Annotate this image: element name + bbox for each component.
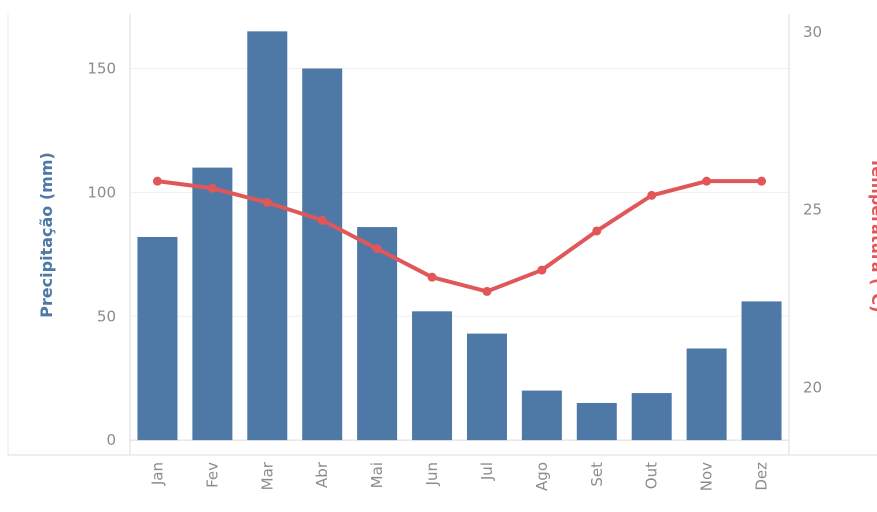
bar-mai [357, 227, 398, 441]
y-left-tick-label: 150 [87, 60, 116, 78]
temperature-point-nov [702, 176, 712, 186]
temperature-point-jul [482, 286, 492, 296]
right-axis-ticks: 20 25 30 [803, 23, 822, 397]
y-left-tick-label: 50 [97, 307, 116, 325]
gridlines [130, 68, 789, 441]
x-tick-label: Fev [203, 462, 221, 488]
x-axis-ticks: Jan Fev Mar Abr Mai Jun Jul Ago Set Out Nov Dez [148, 461, 770, 491]
temperature-point-ago [537, 265, 547, 275]
y-right-axis-title: Temperatura (°C) [868, 158, 877, 313]
bar-out [631, 393, 672, 441]
y-right-tick-label: 30 [803, 23, 822, 41]
y-left-tick-label: 100 [87, 183, 116, 201]
x-tick-label: Nov [698, 462, 716, 491]
temperature-point-set [592, 226, 602, 236]
x-tick-label: Out [643, 462, 661, 489]
bar-jan [137, 236, 178, 441]
temperature-point-fev [207, 183, 217, 193]
x-tick-label: Mar [258, 461, 276, 490]
temperature-series-line [155, 179, 764, 294]
temperature-point-mai [372, 244, 382, 254]
left-axis-ticks: 0 50 100 150 [87, 60, 116, 450]
temperature-point-mar [262, 197, 272, 207]
bar-mar [247, 31, 288, 441]
x-tick-label: Ago [533, 462, 551, 491]
precipitation-bars [137, 31, 782, 441]
x-tick-label: Dez [753, 462, 771, 491]
y-right-tick-label: 20 [803, 378, 822, 396]
x-tick-label: Jan [148, 462, 166, 486]
x-tick-label: Jul [478, 462, 496, 481]
bar-abr [302, 68, 343, 441]
y-left-axis-title: Precipitação (mm) [37, 152, 56, 318]
temperature-line [152, 176, 767, 296]
bar-nov [686, 348, 727, 441]
y-left-tick-label: 0 [106, 431, 116, 449]
axes [7, 14, 877, 456]
x-tick-label: Set [588, 462, 606, 487]
bar-jun [412, 311, 453, 441]
temperature-point-out [647, 190, 657, 200]
y-right-tick-label: 25 [803, 201, 822, 219]
temperature-point-abr [317, 215, 327, 225]
bar-ago [521, 390, 562, 441]
x-tick-label: Jun [423, 462, 441, 486]
bar-dez [741, 301, 782, 441]
bar-fev [192, 167, 233, 441]
x-tick-label: Mai [368, 462, 386, 488]
bar-jul [466, 333, 507, 441]
temperature-point-dez [757, 176, 767, 186]
x-tick-label: Abr [313, 461, 331, 488]
bar-set [576, 402, 617, 441]
temperature-point-jun [427, 272, 437, 282]
temperature-point-jan [152, 176, 162, 186]
